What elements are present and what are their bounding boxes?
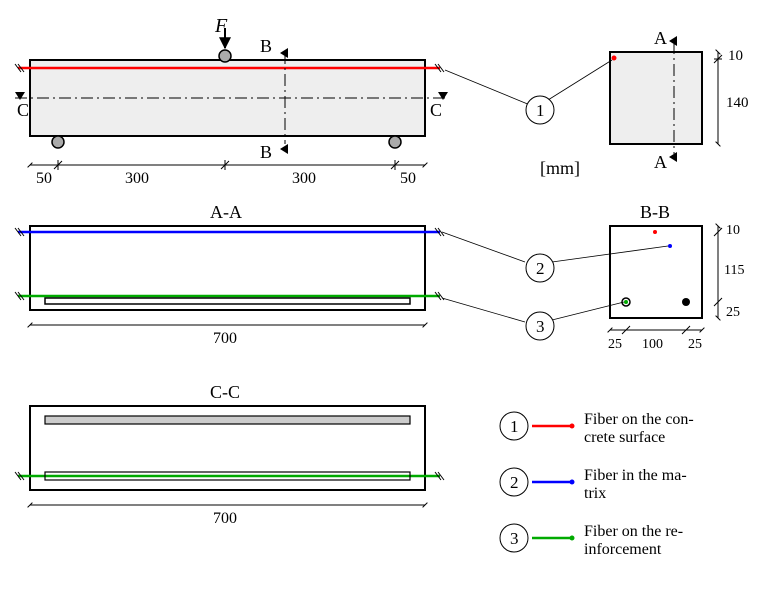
dim-300-2: 300 xyxy=(292,170,316,187)
legend-1a: Fiber on the con- xyxy=(584,411,694,428)
label-C-left: C xyxy=(17,100,29,120)
aa-title: A-A xyxy=(210,202,242,222)
bb-dim-115: 115 xyxy=(724,263,744,278)
section-bb: B-B 10 115 25 25 100 25 xyxy=(608,202,744,352)
aa-dim-700: 700 xyxy=(213,330,237,347)
label-B-bot: B xyxy=(260,142,272,162)
label-C-right: C xyxy=(430,100,442,120)
main-side: A A 10 140 xyxy=(610,28,749,172)
label-A-top: A xyxy=(654,28,667,48)
cc-dim-700: 700 xyxy=(213,510,237,527)
legend-3-num: 3 xyxy=(510,529,519,548)
section-cc: C-C 700 xyxy=(15,382,444,527)
bb-dim-25: 25 xyxy=(726,305,740,320)
dim-50-1: 50 xyxy=(36,170,52,187)
label-A-bot: A xyxy=(654,152,667,172)
dim-140: 140 xyxy=(726,95,749,111)
callout-3-num: 3 xyxy=(536,317,545,336)
legend-3b: inforcement xyxy=(584,541,662,558)
legend-1b: crete surface xyxy=(584,429,665,446)
bb-title: B-B xyxy=(640,202,670,222)
callout-3: 3 xyxy=(442,298,624,340)
legend: 1 Fiber on the con- crete surface 2 Fibe… xyxy=(500,411,694,558)
dim-300-1: 300 xyxy=(125,170,149,187)
label-B-top: B xyxy=(260,36,272,56)
dim-10: 10 xyxy=(728,48,743,64)
bb-dim-10: 10 xyxy=(726,223,740,238)
legend-3a: Fiber on the re- xyxy=(584,523,683,540)
bb-dim-100: 100 xyxy=(642,337,663,352)
callout-2-num: 2 xyxy=(536,259,545,278)
cc-title: C-C xyxy=(210,382,240,402)
callout-1-num: 1 xyxy=(536,101,545,120)
legend-2-num: 2 xyxy=(510,473,519,492)
bb-dim-25l: 25 xyxy=(608,337,622,352)
dim-50-2: 50 xyxy=(400,170,416,187)
legend-2a: Fiber in the ma- xyxy=(584,467,687,484)
legend-2b: trix xyxy=(584,485,606,502)
main-elevation: B B C C F 50 300 300 50 xyxy=(15,15,448,187)
bb-dim-25r: 25 xyxy=(688,337,702,352)
callout-1: 1 xyxy=(445,60,612,124)
unit-label: [mm] xyxy=(540,158,580,178)
section-aa: A-A 700 xyxy=(15,202,444,347)
legend-1-num: 1 xyxy=(510,417,519,436)
